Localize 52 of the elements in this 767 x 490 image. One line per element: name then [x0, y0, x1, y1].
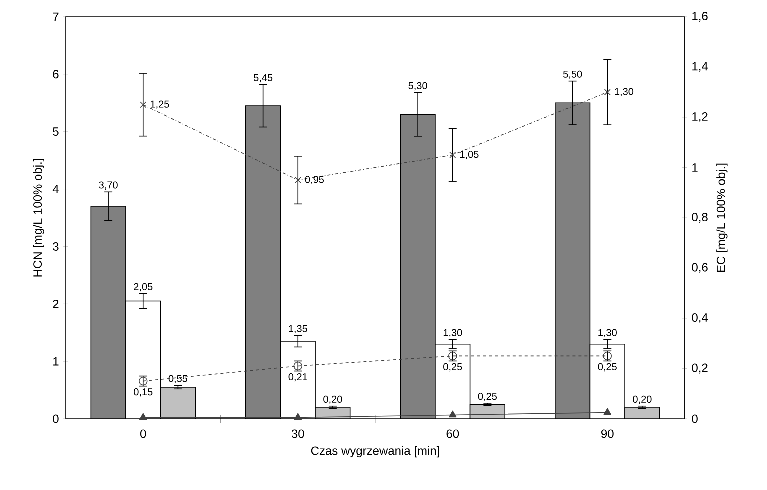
x-tick-label: 30: [292, 430, 304, 438]
y2-tick-label: 1,6: [692, 12, 708, 22]
data-label: 1,30: [598, 329, 617, 338]
data-label: 2,05: [134, 283, 153, 292]
y2-tick-label: 1: [692, 164, 698, 172]
y-tick-label: 4: [52, 185, 59, 194]
y-tick-label: 0: [53, 414, 59, 424]
point: [294, 413, 302, 420]
data-label: 0,20: [633, 396, 652, 404]
data-label: 0,15: [134, 388, 153, 397]
data-label: 5,50: [563, 70, 582, 80]
point: [449, 410, 457, 418]
y2-tick-label: 0,8: [692, 213, 708, 223]
point: [140, 413, 148, 420]
y2-tick-label: 1,4: [692, 62, 708, 72]
y2-tick-label: 0,2: [692, 364, 708, 374]
data-label: 1,35: [289, 325, 308, 334]
data-label: 0,55: [168, 375, 188, 384]
x-tick-label: 90: [602, 430, 614, 438]
y2-tick-label: 0,6: [692, 263, 708, 274]
y-tick-label: 3: [53, 242, 59, 251]
data-label: 0,20: [324, 396, 342, 404]
y2-axis-title: EC [mg/L 100% obj.]: [716, 164, 728, 272]
point: [294, 177, 302, 184]
data-label: 0,25: [444, 363, 462, 372]
y-tick-label: 6: [53, 70, 59, 79]
data-label: 0,95: [305, 176, 324, 184]
y2-tick-label: 0: [692, 414, 698, 424]
data-label: 1,30: [444, 329, 462, 338]
data-label: 1,30: [615, 88, 634, 97]
point: [140, 102, 147, 108]
y-tick-label: 5: [53, 128, 59, 136]
data-label: 1,05: [460, 151, 479, 160]
data-label: 5,45: [254, 74, 273, 83]
data-label: 0,25: [478, 393, 498, 402]
y-tick-label: 7: [53, 12, 59, 22]
y2-tick-label: 0,4: [692, 314, 708, 324]
point: [604, 408, 612, 416]
data-label: 3,70: [99, 182, 118, 190]
y2-tick-label: 1,2: [692, 112, 708, 122]
x-tick-label: 0: [140, 430, 146, 438]
point: [604, 89, 611, 96]
y-tick-label: 1: [54, 357, 59, 366]
x-tick-label: 60: [446, 430, 460, 438]
point: [450, 152, 456, 158]
data-label: 0,21: [288, 373, 308, 382]
y-axis-title: HCN [mg/L 100% obj.]: [33, 159, 44, 277]
y-tick-label: 2: [53, 300, 59, 308]
data-label: 1,25: [150, 100, 170, 110]
x-axis-title: Czas wygrzewania [min]: [311, 446, 440, 458]
data-label: 5,30: [408, 82, 428, 91]
data-label: 0,25: [598, 363, 617, 372]
